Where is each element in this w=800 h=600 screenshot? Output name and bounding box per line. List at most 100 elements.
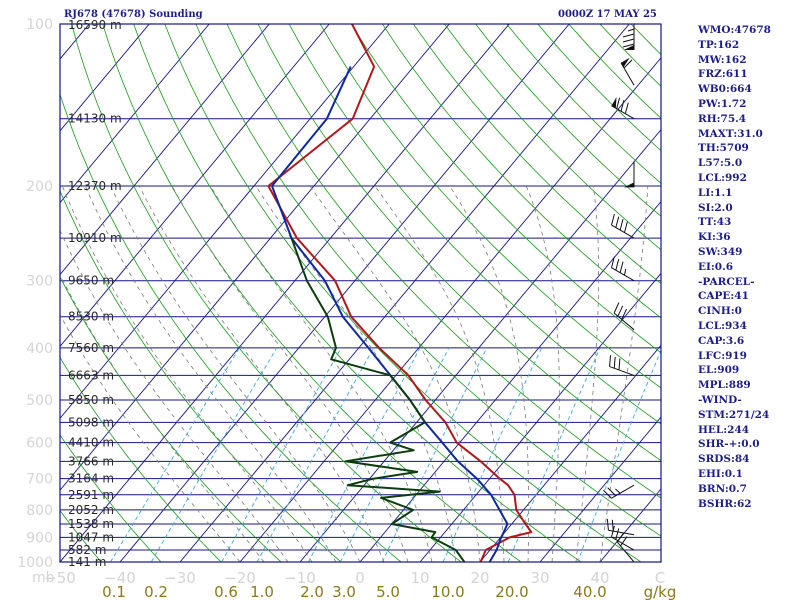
mixing-ratio-line [150,347,278,562]
index-line: HEL:244 [698,423,750,436]
dry-adiabat [382,24,661,319]
mixing-ratio-line [221,347,342,562]
index-line: RH:75.4 [698,112,747,125]
isobar-height-label: 141 m [68,555,106,569]
mixing-ratio-line [308,347,421,562]
moist-adiabat [60,273,265,562]
mixing-ratio-line [381,347,488,562]
index-line: SRDS:84 [698,453,750,466]
index-line: LI:1.1 [698,186,733,199]
isotherm-line [0,24,29,562]
sounding-indices-panel: WMO:47678 TP:162 MW:162 FRZ:611 WB0:664 PW:1.… [698,23,798,511]
temperature-tick-label: −50 [44,569,76,587]
moist-adiabat [599,185,649,562]
barb-flag [606,518,609,531]
barb-flag [623,59,633,69]
mixing-ratio-tick-label: 3.0 [332,583,356,600]
barb-flag [622,43,635,48]
barb-flag [610,256,615,268]
barb-flag [619,218,624,231]
pressure-tick-label: 400 [26,341,53,357]
barb-flag [619,261,624,273]
mixing-ratio-tick-label: 0.2 [144,583,168,600]
barb-pennant [611,97,617,109]
barb-half-flag [623,268,627,276]
moist-adiabat [255,185,457,562]
dry-adiabat [60,356,222,562]
index-line: STM:271/24 [698,408,770,421]
moist-adiabat [60,229,289,562]
dry-adiabat [288,24,661,425]
isobar-height-label: 7560 m [68,341,114,355]
temperature-tick-label: 20 [470,569,489,587]
barb-staff [611,105,635,120]
valid-time: 0000Z 17 MAY 25 [558,9,657,20]
barb-staff [611,224,635,239]
barb-staff [611,484,635,499]
index-line: -PARCEL- [698,275,755,288]
wind-barb [622,24,635,50]
dry-adiabat [71,24,462,562]
barb-flag [620,536,628,547]
moist-adiabat [138,185,385,562]
moist-adiabat [60,313,241,562]
dry-adiabat [60,92,402,562]
mixing-ratio-tick-label: 1.0 [250,583,274,600]
index-line: EL:909 [698,364,740,377]
moist-adiabat [210,185,433,562]
isobar-height-label: 12370 m [68,179,122,193]
wind-barb [616,532,635,563]
moist-adiabat [110,185,361,562]
temperature-tick-label: −20 [224,569,256,587]
isotherm-line [179,24,630,562]
wind-barb [610,256,635,282]
isotherm-line [419,272,661,562]
wind-barb [603,484,635,499]
barb-pennant [621,57,630,68]
dry-adiabat [350,24,661,354]
isobar-height-label: 3766 m [68,454,114,468]
mixing-ratio-line [442,347,543,562]
barb-flag [616,532,625,543]
moist-adiabat [171,185,409,562]
barb-flag [610,213,615,226]
temperature-tick-label: −30 [164,569,196,587]
dry-adiabat [164,24,642,562]
pressure-tick-label: 500 [26,393,53,409]
barb-flag [615,259,620,271]
isotherm-line [299,128,661,562]
barb-flag [618,358,621,370]
barb-flag [607,487,617,497]
dry-adiabat [226,24,661,499]
mixing-ratio-tick-label: g/kg [644,583,677,600]
index-line: MAXT:31.0 [698,127,763,140]
index-line: -WIND- [698,393,742,406]
temperature-tick-label: −40 [104,569,136,587]
index-line: CAP:3.6 [698,334,745,347]
dry-adiabat [444,24,661,251]
index-line: FRZ:611 [698,68,748,81]
dry-adiabat [257,24,661,462]
wind-barbs [603,24,635,563]
barb-flag [624,102,629,114]
sounding-profiles [267,24,533,562]
barb-flag [603,489,612,499]
barb-staff [616,541,635,563]
dry-adiabat [413,24,661,285]
isotherm-line [60,24,390,419]
plot-frame [59,23,662,563]
moist-adiabat [374,185,505,562]
index-line: CINH:0 [698,305,742,318]
index-line: L57:5.0 [698,157,743,170]
wind-barb [611,97,635,120]
barb-flag [613,356,616,369]
index-line: KI:36 [698,231,731,244]
pressure-tick-label: 600 [26,436,53,452]
index-line: TH:5709 [698,142,749,155]
isotherm-line [119,24,570,562]
temperature-tick-label: 40 [590,569,609,587]
mixing-ratio-line [110,347,240,562]
mixing-ratio-line [256,347,374,562]
isotherm-line [60,24,150,132]
barb-flag [623,221,628,233]
